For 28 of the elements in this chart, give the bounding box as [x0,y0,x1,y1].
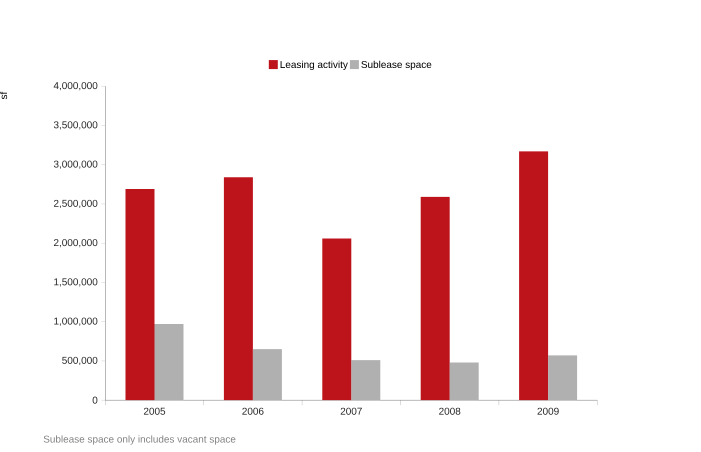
x-tick-label: 2006 [242,408,264,415]
y-tick-label: 3,000,000 [54,160,98,169]
text: Sublease space only includes vacant space [44,435,236,445]
bar [125,189,154,400]
legend-label: Leasing activity [280,60,348,70]
y-tick-label: 1,500,000 [54,278,98,287]
bar [519,151,548,400]
x-tick-label: 2005 [144,408,166,415]
legend-label: Sublease space [361,60,432,70]
bar [154,324,184,400]
bar [224,177,253,400]
bar [351,360,380,400]
y-tick-label: 1,000,000 [54,318,98,326]
y-tick-label: 2,000,000 [54,239,98,248]
y-tick-label: 4,000,000 [54,82,98,90]
y-tick-label: 0 [92,396,98,404]
x-tick-label: 2009 [538,408,559,415]
x-tick-label: 2008 [439,408,460,415]
x-tick-label: 2007 [340,408,362,415]
y-tick-label: 500,000 [62,356,98,366]
bar [420,196,450,400]
y-tick-label: 3,500,000 [54,121,98,130]
y-tick-label: 2,500,000 [54,200,98,208]
bar [450,362,479,400]
bar [548,355,578,400]
bar [252,349,282,400]
y-axis-title: sf [0,92,8,100]
bar [322,238,352,400]
